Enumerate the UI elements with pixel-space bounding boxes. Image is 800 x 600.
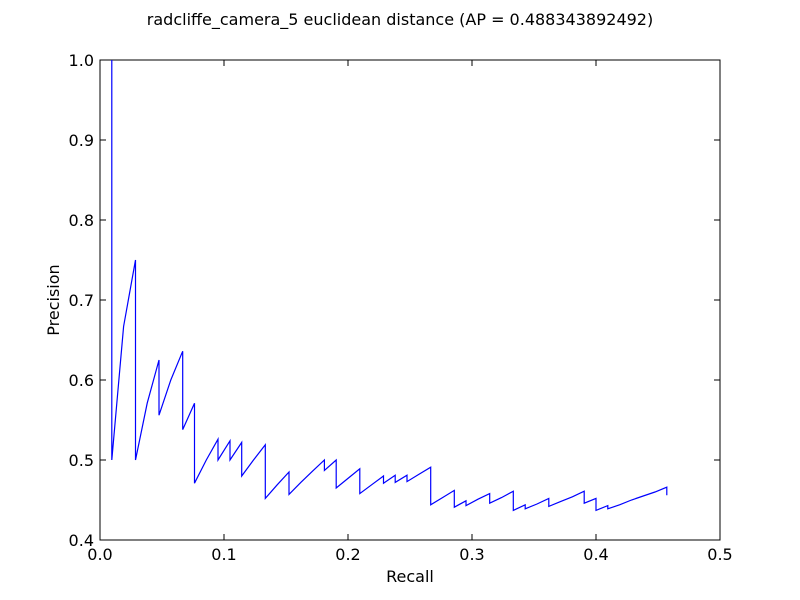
precision-recall-line (111, 60, 668, 512)
plot-frame (99, 59, 721, 541)
y-axis-label: Precision (44, 264, 63, 335)
y-tick-label: 0.7 (69, 291, 94, 310)
y-tick-labels: 0.4 0.5 0.6 0.7 0.8 0.9 1.0 (69, 51, 94, 550)
y-tick-label: 0.6 (69, 371, 94, 390)
y-tick-label: 1.0 (69, 51, 94, 70)
x-tick-label: 0.4 (583, 545, 608, 564)
x-tick-label: 0.0 (87, 545, 112, 564)
chart-title: radcliffe_camera_5 euclidean distance (A… (147, 10, 653, 30)
x-tick-labels: 0.0 0.1 0.2 0.3 0.4 0.5 (87, 545, 732, 564)
axis-ticks (99, 59, 721, 541)
y-tick-label: 0.5 (69, 451, 94, 470)
y-tick-label: 0.9 (69, 131, 94, 150)
y-tick-label: 0.8 (69, 211, 94, 230)
x-tick-label: 0.2 (335, 545, 360, 564)
x-tick-label: 0.5 (707, 545, 732, 564)
x-tick-label: 0.1 (211, 545, 236, 564)
x-tick-label: 0.3 (459, 545, 484, 564)
x-axis-label: Recall (386, 567, 434, 586)
y-tick-label: 0.4 (69, 531, 94, 550)
